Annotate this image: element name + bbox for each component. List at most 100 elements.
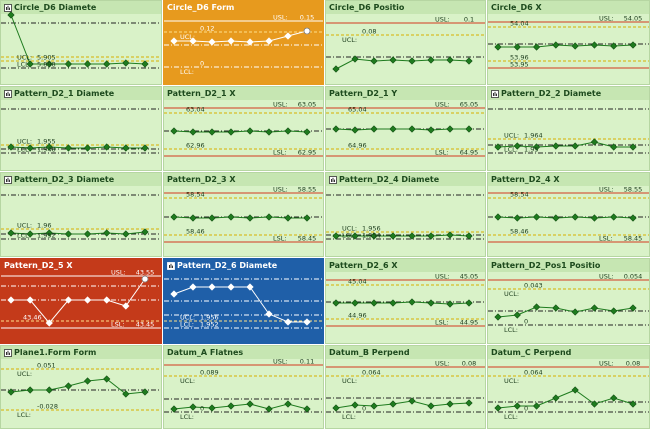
- label-usl_v: 58.55: [298, 186, 317, 194]
- tile-title-bar: [1, 259, 161, 272]
- chart-tile[interactable]: Pattern_D2_2 Diamete 1.964 1.95 UCL: LCL:: [487, 86, 650, 171]
- label-ucl_v: 0.08: [362, 28, 376, 36]
- label-lsl_v: 58.45: [298, 235, 317, 243]
- tile-title-text: Pattern_D2_4 Diamete: [339, 175, 440, 184]
- control-chart: USL: 0.08 UCL: 0.064 LCL: 0: [488, 360, 649, 421]
- tile-title: Pattern_D2_2 Diamete: [491, 89, 601, 98]
- data-point: [83, 60, 92, 68]
- tile-title-text: Pattern_D2_1 X: [167, 89, 236, 98]
- histogram-icon: [329, 175, 337, 184]
- data-point: [571, 213, 579, 221]
- chart-tile[interactable]: Circle_D6 X USL: 54.05 54.04 53.96 53.95: [487, 0, 650, 85]
- chart-tile[interactable]: Pattern_D2_6 Diamete 1.956 1.952 UCL: LCL:: [163, 258, 324, 344]
- label-ucl_v: 0.089: [200, 369, 219, 377]
- chart-tile[interactable]: Pattern_D2_3 X USL: 58.55 58.54 58.46 LSL: 58.…: [163, 172, 324, 257]
- tile-title-text: Pattern_D2_Pos1 Positio: [491, 261, 601, 270]
- label-usl: USL:: [273, 14, 288, 22]
- tile-title-text: Circle_D6 X: [491, 3, 542, 12]
- chart-tile[interactable]: Pattern_D2_Pos1 Positio USL: 0.054 UCL: 0.04…: [487, 258, 650, 344]
- data-point: [284, 318, 292, 326]
- label-c1: 65.04: [348, 106, 367, 114]
- data-point: [170, 405, 178, 413]
- chart-tile[interactable]: Pattern_D2_1 X USL: 63.05 63.04 62.96 LSL: 62.…: [163, 86, 324, 171]
- data-point: [208, 404, 216, 412]
- label-c1: 1.956: [362, 225, 381, 233]
- label-lcl: LCL:: [342, 413, 356, 421]
- label-lcl_v: 0: [200, 60, 204, 68]
- data-point: [7, 296, 15, 304]
- label-lsl_v: 62.95: [298, 149, 317, 157]
- chart-tile[interactable]: Pattern_D2_4 Diamete 1.956 1.954 UCL: LCL:: [325, 172, 486, 257]
- label-c2: 1.954: [362, 232, 381, 240]
- chart-tile[interactable]: Pattern_D2_1 Diamete 1.955 1.948 UCL: LCL:: [0, 86, 162, 171]
- tile-title-text: Pattern_D2_3 Diamete: [14, 175, 115, 184]
- data-point: [610, 394, 618, 402]
- label-lsl: LSL:: [273, 235, 287, 243]
- label-c2: 1.95: [524, 146, 538, 154]
- label-usl: USL:: [111, 269, 126, 277]
- label-usl: USL:: [599, 186, 614, 194]
- data-point: [170, 127, 178, 135]
- tile-title: Circle_D6 Form: [167, 3, 234, 12]
- label-lcl_v: 0: [524, 318, 528, 326]
- chart-tile[interactable]: Plane1.Form Form UCL: 0.051 LCL: -0.028: [0, 345, 162, 429]
- histogram-icon: [4, 3, 12, 12]
- chart-tile[interactable]: Datum_C Perpend USL: 0.08 UCL: 0.064 LCL: 0: [487, 345, 650, 429]
- label-usl: USL:: [435, 273, 450, 281]
- tile-title: Datum_B Perpend: [329, 348, 410, 357]
- label-usl_v: 58.55: [624, 186, 643, 194]
- data-point: [170, 213, 178, 221]
- label-lcl: LCL:: [504, 413, 518, 421]
- chart-tile[interactable]: Circle_D6 Diamete 5.905 5.898 UCL: LCL:: [0, 0, 162, 85]
- chart-tile[interactable]: Datum_B Perpend USL: 0.08 UCL: 0.064 LCL: 0: [325, 345, 486, 429]
- data-point: [408, 397, 416, 405]
- data-point: [427, 126, 435, 134]
- data-point: [26, 386, 34, 394]
- tile-title-text: Datum_C Perpend: [491, 348, 572, 357]
- data-point: [246, 127, 254, 135]
- chart-tile[interactable]: Pattern_D2_3 Diamete 1.96 1.952 UCL: LCL:: [0, 172, 162, 257]
- tile-title-text: Pattern_D2_1 Y: [329, 89, 398, 98]
- data-point: [45, 60, 53, 68]
- data-point: [351, 401, 359, 409]
- data-point: [122, 230, 130, 238]
- data-point: [610, 307, 618, 315]
- tile-title-bar: [1, 346, 161, 359]
- chart-tile[interactable]: Datum_A Flatnes USL: 0.11 UCL: 0.089 LCL: 0: [163, 345, 324, 429]
- label-ucl: UCL:: [17, 222, 32, 230]
- data-point: [246, 283, 254, 291]
- chart-tile[interactable]: Pattern_D2_1 Y USL: 65.05 65.04 64.96 LSL: 64.…: [325, 86, 486, 171]
- label-usl_v: 45.05: [460, 273, 479, 281]
- data-point: [552, 41, 560, 49]
- data-point: [571, 386, 579, 394]
- label-usl_v: 43.55: [136, 269, 155, 277]
- histogram-icon: [4, 89, 12, 98]
- chart-tile[interactable]: Pattern_D2_6 X USL: 45.05 45.04 44.96 LSL: 44.…: [325, 258, 486, 344]
- data-point: [408, 232, 416, 240]
- chart-tile[interactable]: Circle_D6 Form USL: 0.15 UCL: 0.12 LCL: 0: [163, 0, 324, 85]
- tile-title: Circle_D6 Diamete: [4, 3, 96, 12]
- data-point: [629, 400, 637, 408]
- chart-tile[interactable]: Pattern_D2_5 X USL: 43.55 43.46 LSL: 43.45: [0, 258, 162, 344]
- tile-title-text: Pattern_D2_6 X: [329, 261, 398, 270]
- histogram-icon: [4, 348, 12, 357]
- label-usl: USL:: [273, 358, 288, 366]
- chart-tile[interactable]: Pattern_D2_4 X USL: 58.55 58.54 58.46 LSL: 58.…: [487, 172, 650, 257]
- data-point: [246, 400, 254, 408]
- label-usl_v: 0.11: [300, 358, 314, 366]
- label-usl_v: 54.05: [624, 15, 643, 23]
- tile-title-bar: [1, 173, 161, 186]
- data-point: [408, 298, 416, 306]
- tile-title: Datum_C Perpend: [491, 348, 571, 357]
- data-point: [26, 60, 34, 68]
- label-usl: USL:: [435, 16, 450, 24]
- data-point: [141, 388, 149, 396]
- data-point: [389, 232, 397, 240]
- data-point: [590, 41, 599, 49]
- chart-tile[interactable]: Circle_D6 Positio USL: 0.1 UCL: 0.08: [325, 0, 486, 85]
- data-point: [64, 230, 73, 238]
- tile-title: Pattern_D2_5 X: [4, 261, 73, 270]
- label-ucl: UCL:: [504, 290, 519, 298]
- label-usl: USL:: [599, 360, 614, 368]
- tile-title-bar: [326, 1, 485, 14]
